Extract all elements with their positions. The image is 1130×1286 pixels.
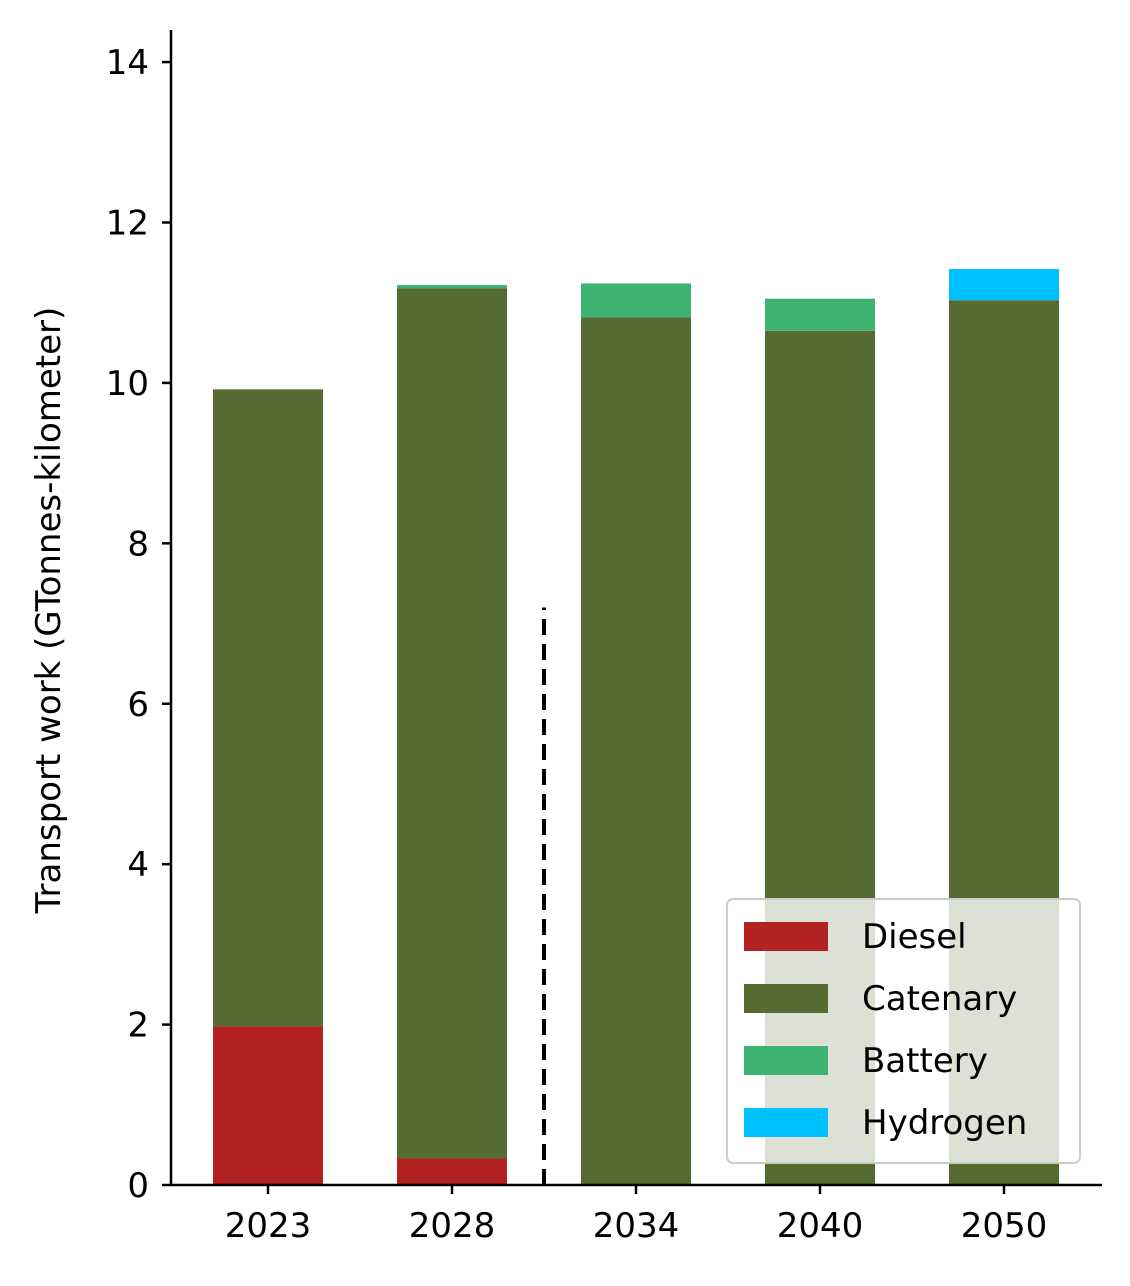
legend-swatch-catenary	[744, 984, 828, 1013]
bar-diesel-2028	[397, 1158, 507, 1185]
x-tick-label: 2040	[777, 1206, 864, 1246]
bar-catenary-2028	[397, 288, 507, 1159]
bar-battery-2028	[397, 285, 507, 289]
legend-frame	[726, 898, 1081, 1164]
bar-catenary-2023	[213, 389, 323, 1027]
y-tick-label: 4	[127, 845, 149, 885]
y-ticks: 0 2 4 6 8 10 12 14	[106, 43, 171, 1206]
legend-swatch-hydrogen	[744, 1108, 828, 1137]
bar-hydrogen-2050	[949, 269, 1059, 301]
x-ticks: 2023 2028 2034 2040 2050	[225, 1185, 1048, 1246]
legend-label-diesel: Diesel	[862, 917, 967, 957]
legend-swatch-diesel	[744, 922, 828, 951]
legend: Diesel Catenary Battery Hydrogen	[726, 898, 1081, 1164]
x-tick-label: 2023	[225, 1206, 312, 1246]
bar-battery-2034	[581, 283, 691, 318]
y-tick-label: 2	[127, 1006, 149, 1046]
bar-catenary-2034	[581, 317, 691, 1185]
legend-label-battery: Battery	[862, 1041, 988, 1081]
legend-swatch-battery	[744, 1046, 828, 1075]
y-tick-label: 0	[127, 1166, 149, 1206]
y-tick-label: 14	[106, 43, 149, 83]
y-axis-label: Transport work (GTonnes-kilometer)	[29, 307, 69, 915]
y-tick-label: 6	[127, 685, 149, 725]
x-tick-label: 2034	[593, 1206, 680, 1246]
bar-diesel-2023	[213, 1026, 323, 1185]
x-tick-label: 2028	[409, 1206, 496, 1246]
y-tick-label: 12	[106, 204, 149, 244]
legend-label-hydrogen: Hydrogen	[862, 1103, 1027, 1143]
legend-label-catenary: Catenary	[862, 979, 1017, 1019]
bar-battery-2040	[765, 298, 875, 331]
y-tick-label: 10	[106, 364, 149, 404]
x-tick-label: 2050	[961, 1206, 1048, 1246]
y-tick-label: 8	[127, 524, 149, 564]
